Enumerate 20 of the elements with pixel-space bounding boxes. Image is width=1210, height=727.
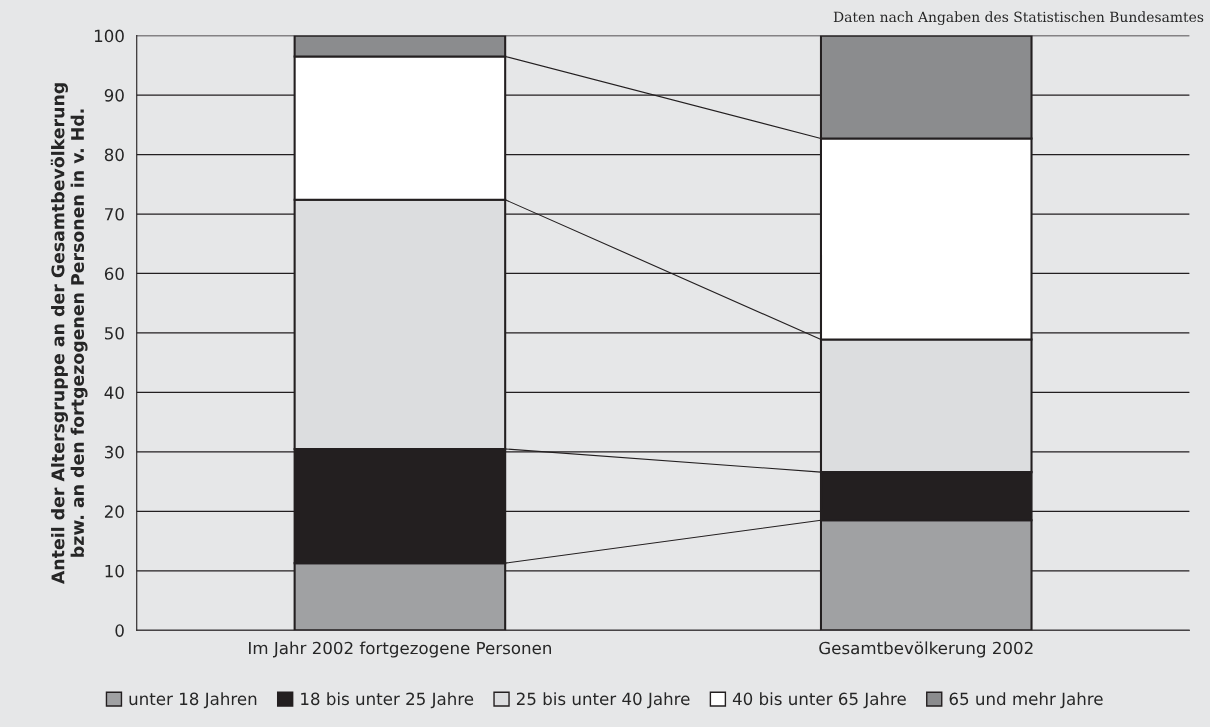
legend-label: 18 bis unter 25 Jahre xyxy=(301,692,474,709)
y-tick-label: 50 xyxy=(105,326,124,340)
y-tick-label: 10 xyxy=(105,564,124,578)
y-tick-label: 60 xyxy=(104,267,124,281)
y-tick-label: 70 xyxy=(105,207,124,221)
x-tick-label: Im Jahr 2002 fortgezogene Personen xyxy=(249,641,551,658)
y-axis-title: Anteil der Altersgruppe an der Gesamtbevölkerung bzw. an den fortgezogenen Personen in v. Hd. xyxy=(50,83,88,585)
y-tick-label: 0 xyxy=(115,624,124,637)
legend-label: unter 18 Jahren xyxy=(129,692,257,709)
legend-label: 40 bis unter 65 Jahre xyxy=(732,692,906,709)
y-tick-label: 40 xyxy=(104,386,124,399)
y-tick-label: 100 xyxy=(94,29,124,43)
y-tick-label: 80 xyxy=(104,148,124,162)
text: Daten nach Angaben des Statistischen Bundesamtes xyxy=(833,11,1204,25)
legend-label: 65 und mehr Jahre xyxy=(949,692,1103,709)
y-tick-label: 30 xyxy=(104,445,124,459)
y-tick-label: 90 xyxy=(104,89,124,102)
y-tick-label: 20 xyxy=(104,505,124,518)
legend-label: 25 bis unter 40 Jahre xyxy=(516,692,690,709)
x-tick-label: Gesamtbevölkerung 2002 xyxy=(819,641,1033,658)
